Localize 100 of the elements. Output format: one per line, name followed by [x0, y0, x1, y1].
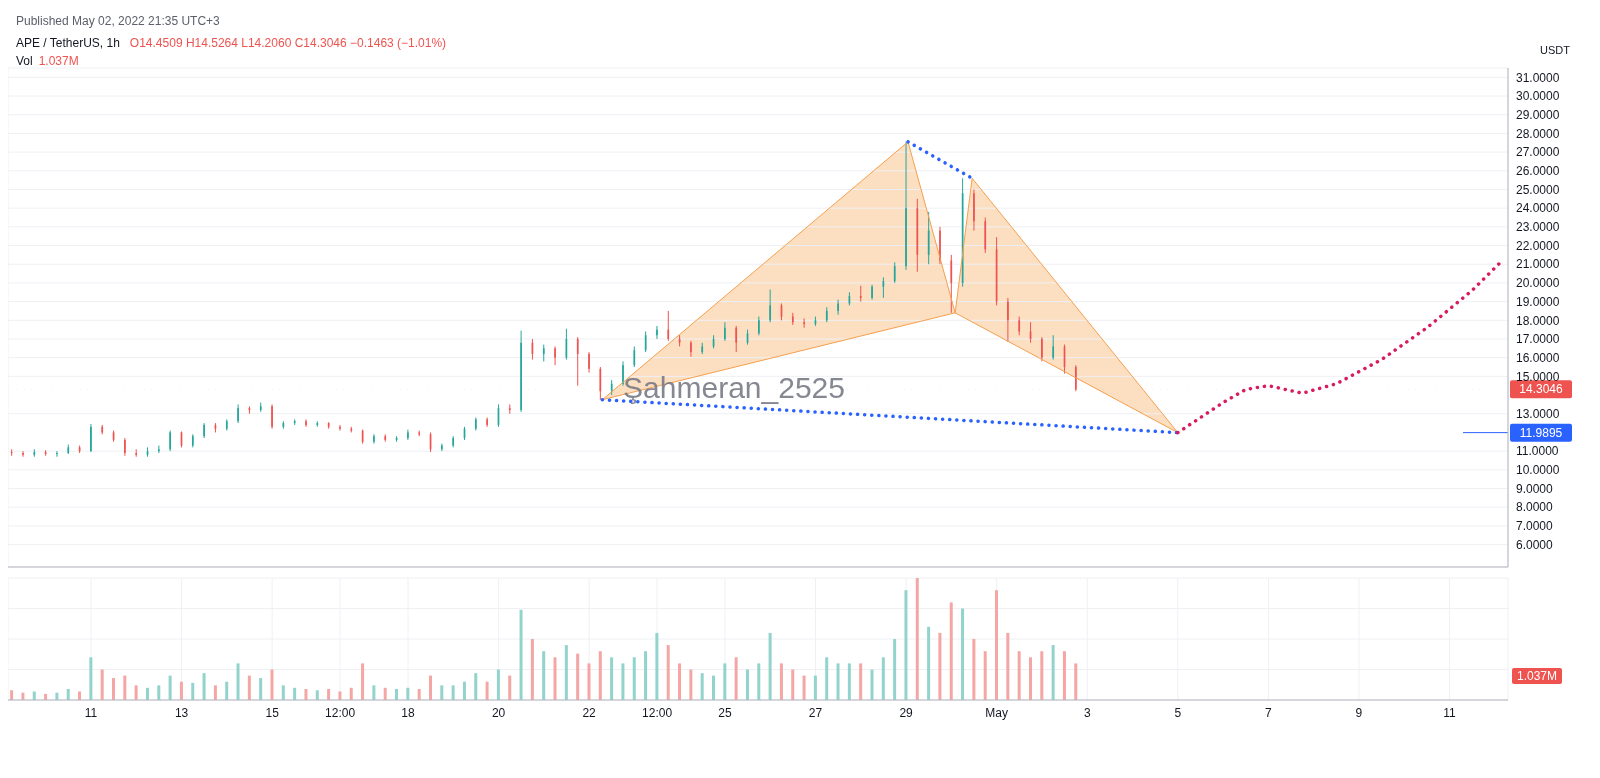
bar [712, 675, 715, 700]
bar [859, 663, 863, 700]
x-tick-label: 27 [808, 705, 823, 720]
x-tick-label: 13 [174, 705, 189, 720]
chart-title: APE / TetherUS, 1h [16, 36, 120, 50]
bar [542, 651, 546, 700]
bar [270, 669, 274, 700]
bar [847, 663, 851, 700]
bar [417, 689, 421, 700]
candlestick [939, 226, 941, 265]
x-tick-label: 3 [1083, 705, 1091, 720]
bar [768, 632, 772, 700]
bar [451, 685, 455, 700]
candlestick [486, 416, 488, 428]
bar [949, 602, 953, 700]
candlestick [758, 316, 760, 336]
bar [1074, 663, 1078, 700]
candlestick [407, 429, 409, 441]
bar [281, 685, 285, 700]
y-tick-label: 20.0000 [1516, 276, 1560, 291]
bar [893, 639, 897, 700]
bar [995, 590, 999, 700]
bar [802, 675, 806, 700]
line-series [1176, 260, 1503, 435]
bar [734, 657, 738, 700]
bar [689, 669, 693, 700]
bar [587, 663, 591, 700]
bar [519, 609, 523, 700]
bar [915, 578, 919, 700]
bar [655, 632, 659, 700]
y-tick-label: 26.0000 [1516, 164, 1560, 179]
y-tick-label: 24.0000 [1516, 201, 1560, 216]
candlestick [1074, 364, 1077, 392]
bar [315, 690, 319, 700]
y-tick-label: 8.0000 [1516, 500, 1554, 515]
bar [213, 685, 217, 700]
candlestick [656, 325, 658, 340]
bar [191, 682, 195, 700]
annotation: Vol [16, 54, 33, 68]
candlestick [871, 284, 873, 301]
y-tick-label: 13.0000 [1516, 407, 1560, 422]
x-tick-label: 12:00 [325, 705, 356, 720]
y-tick-label: 29.0000 [1516, 107, 1560, 122]
bar [259, 678, 263, 700]
x-tick-label: 11 [1443, 705, 1457, 720]
candlestick [837, 299, 839, 316]
y-tick-label: 17.0000 [1516, 332, 1560, 347]
x-tick-label: 9 [1355, 705, 1363, 720]
bar [112, 678, 115, 700]
bar [836, 663, 840, 700]
candlestick [905, 141, 907, 271]
bar [1006, 632, 1010, 700]
candlestick [735, 325, 738, 353]
bar [983, 651, 987, 700]
bar [644, 651, 648, 700]
y-tick-label: 27.0000 [1516, 145, 1560, 160]
bar [1051, 645, 1055, 700]
candlestick [622, 360, 624, 387]
text: O14.4509 H14.5264 L14.2060 C14.3046 −0.1463 (−1.01%) [129, 36, 447, 50]
bar [576, 653, 580, 700]
bar [78, 691, 82, 700]
bar [825, 657, 829, 700]
y-tick-label: 25.0000 [1516, 182, 1560, 197]
candlestick [158, 445, 160, 454]
text: Published May 02, 2022 21:35 UTC+3 [16, 13, 221, 30]
bar [938, 632, 942, 700]
y-tick-label: 30.0000 [1516, 89, 1560, 104]
candlestick [22, 450, 24, 458]
bar [372, 685, 376, 700]
candlestick [90, 423, 92, 453]
bar [564, 645, 568, 700]
bar [723, 663, 727, 700]
bar [462, 681, 466, 700]
y-tick-label: 15.0000 [1516, 369, 1560, 384]
bar [327, 689, 331, 700]
candlestick [950, 254, 953, 314]
y-tick-label: 6.0000 [1516, 537, 1554, 552]
y-tick-label: 10.0000 [1516, 463, 1560, 478]
bar [904, 590, 908, 700]
candlestick [769, 288, 772, 323]
bar [179, 681, 183, 700]
bar [813, 675, 817, 700]
candlestick [554, 345, 556, 366]
bar [395, 689, 399, 700]
bar [428, 675, 432, 700]
bar [66, 689, 70, 700]
candlestick [169, 430, 172, 452]
bar [621, 663, 625, 700]
candlestick [803, 317, 805, 329]
bar [134, 685, 138, 700]
candlestick [690, 340, 692, 358]
bar [700, 673, 704, 700]
x-tick-label: 11 [84, 705, 98, 720]
bar [474, 673, 478, 700]
bar [202, 673, 206, 700]
bar [496, 669, 500, 700]
bar [610, 657, 614, 700]
candlestick [893, 261, 896, 284]
bar [508, 675, 512, 700]
bar [247, 675, 251, 700]
